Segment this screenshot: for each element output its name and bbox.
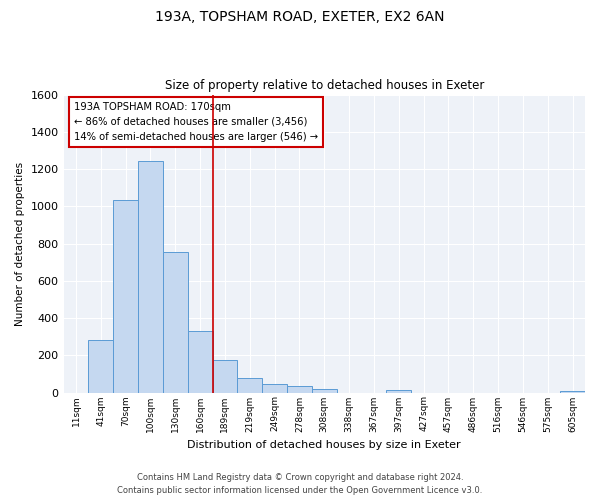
Bar [386, 390, 411, 392]
Text: 193A TOPSHAM ROAD: 170sqm
← 86% of detached houses are smaller (3,456)
14% of se: 193A TOPSHAM ROAD: 170sqm ← 86% of detac… [74, 102, 318, 142]
Title: Size of property relative to detached houses in Exeter: Size of property relative to detached ho… [164, 79, 484, 92]
Bar [138, 160, 163, 392]
Text: 193A, TOPSHAM ROAD, EXETER, EX2 6AN: 193A, TOPSHAM ROAD, EXETER, EX2 6AN [155, 10, 445, 24]
Bar [238, 378, 262, 392]
Bar [88, 340, 113, 392]
Bar [188, 331, 212, 392]
Bar [113, 200, 138, 392]
Y-axis label: Number of detached properties: Number of detached properties [15, 162, 25, 326]
Bar [560, 390, 585, 392]
Bar [163, 252, 188, 392]
X-axis label: Distribution of detached houses by size in Exeter: Distribution of detached houses by size … [187, 440, 461, 450]
Bar [312, 389, 337, 392]
Bar [212, 360, 238, 392]
Text: Contains HM Land Registry data © Crown copyright and database right 2024.
Contai: Contains HM Land Registry data © Crown c… [118, 474, 482, 495]
Bar [287, 386, 312, 392]
Bar [262, 384, 287, 392]
